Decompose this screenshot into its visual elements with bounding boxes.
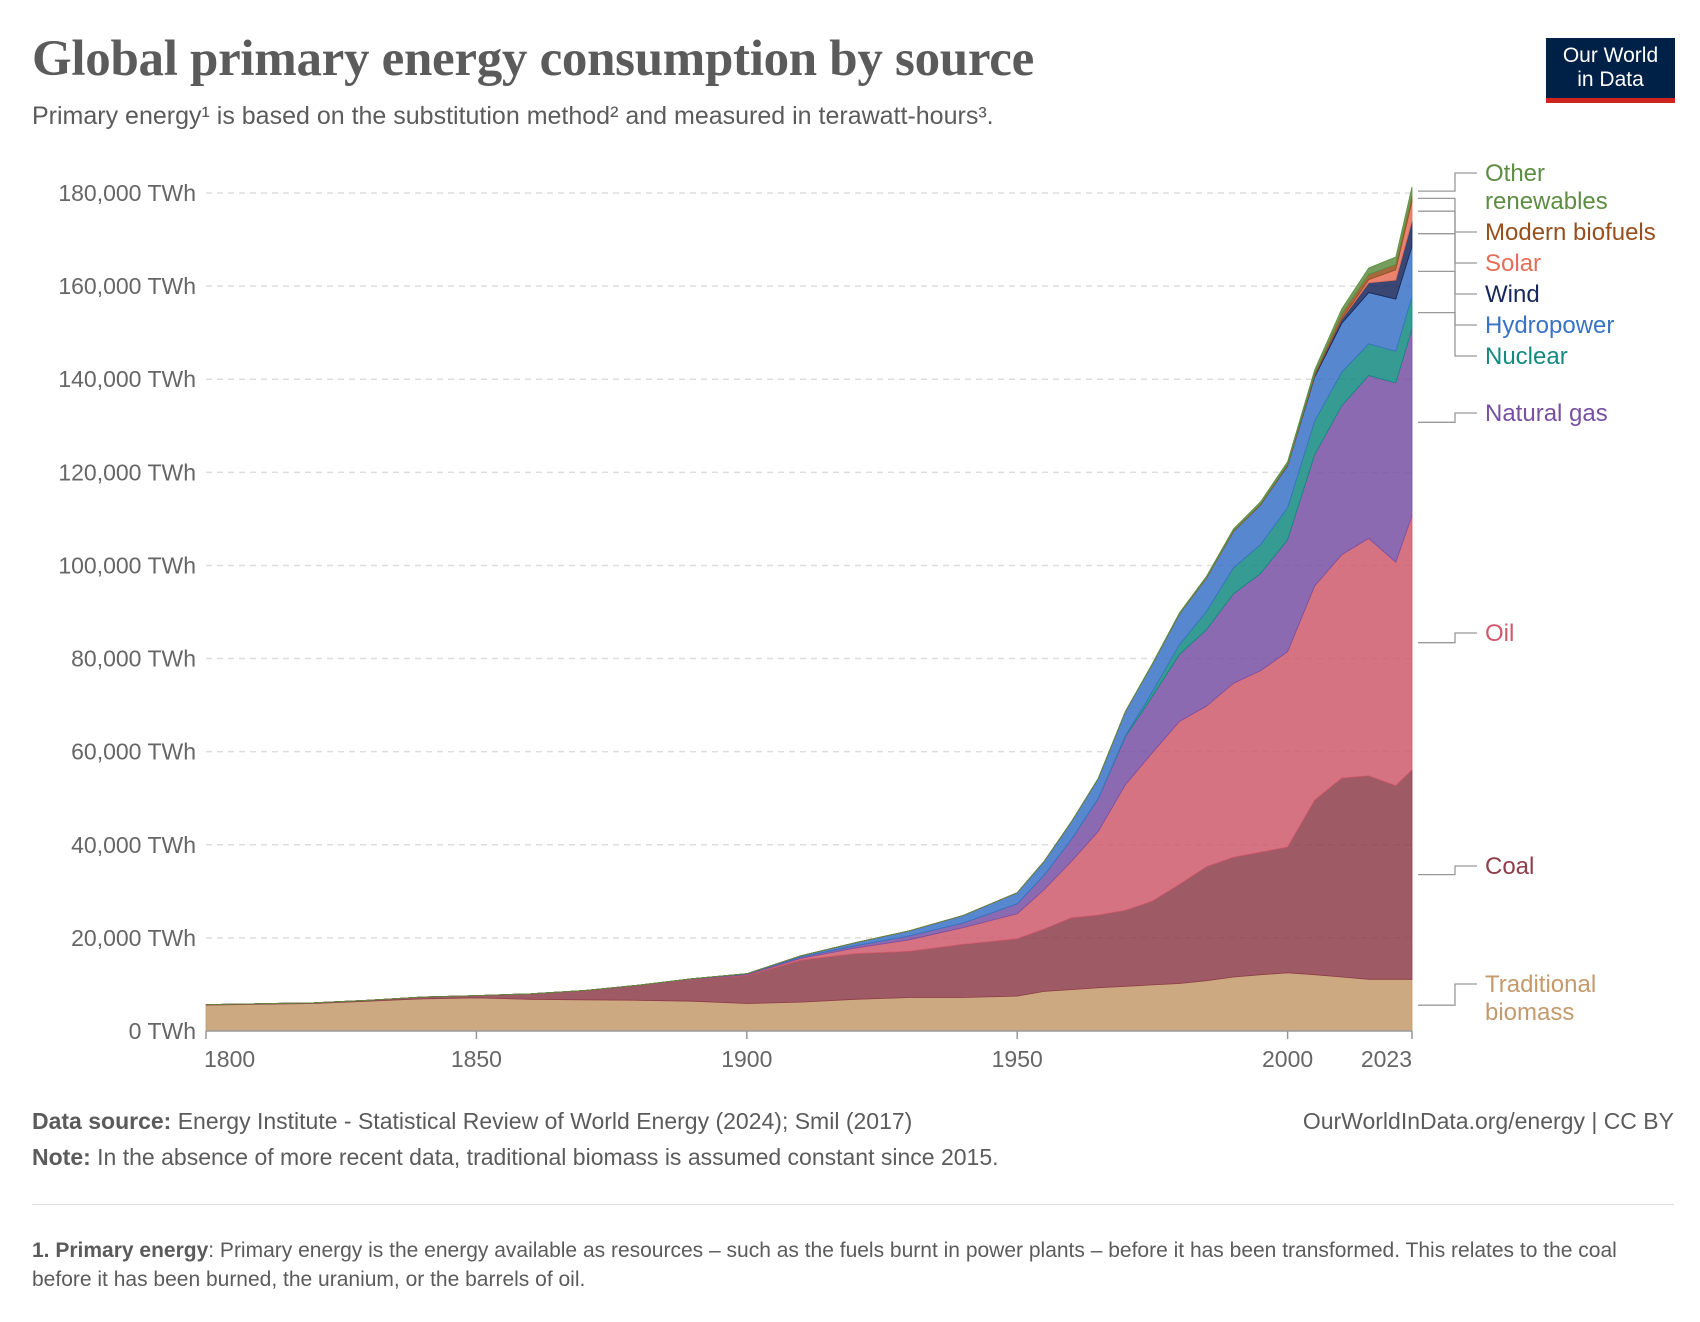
legend-connector <box>1418 210 1477 264</box>
logo-line-1: Our World <box>1562 44 1659 67</box>
footnote-divider <box>32 1204 1674 1205</box>
note-label: Note: <box>32 1144 91 1170</box>
legend-label: renewables <box>1485 188 1608 215</box>
x-tick-label: 1800 <box>204 1046 255 1072</box>
legend-label: Oil <box>1485 620 1514 647</box>
data-source: Data source: Energy Institute - Statisti… <box>32 1108 912 1135</box>
source-link[interactable]: OurWorldInData.org/energy | CC BY <box>1302 1108 1674 1134</box>
x-tick-label: 1950 <box>992 1046 1043 1072</box>
y-tick-label: 100,000 TWh <box>58 552 196 578</box>
legend-connector <box>1418 412 1477 423</box>
legend-connector <box>1418 233 1477 295</box>
note-text: In the absence of more recent data, trad… <box>90 1144 999 1170</box>
legend-label: Nuclear <box>1485 343 1568 370</box>
legend-label: Modern biofuels <box>1485 219 1656 246</box>
legend-connector <box>1418 270 1477 326</box>
legend-connector <box>1418 632 1477 644</box>
chart-title: Global primary energy consumption by sou… <box>32 31 1034 87</box>
area-series <box>205 186 1413 1032</box>
data-source-text: Energy Institute - Statistical Review of… <box>171 1108 913 1134</box>
legend-label: Natural gas <box>1485 400 1608 427</box>
y-tick-label: 180,000 TWh <box>58 180 196 206</box>
x-tick-label: 2000 <box>1262 1046 1313 1072</box>
chart-subtitle: Primary energy¹ is based on the substitu… <box>32 102 994 130</box>
y-tick-label: 20,000 TWh <box>71 925 196 951</box>
legend-label: Other <box>1485 160 1545 187</box>
x-tick-label: 1850 <box>451 1046 502 1072</box>
logo-line-2: in Data <box>1577 68 1644 91</box>
data-source-label: Data source: <box>32 1108 172 1134</box>
stacked-area-chart: 0 TWh 20,000 TWh 40,000 TWh 60,000 TWh 80,00… <box>58 160 1656 1072</box>
footnote-label: 1. Primary energy <box>32 1239 209 1262</box>
y-tick-label: 160,000 TWh <box>58 273 196 299</box>
y-tick-label: 60,000 TWh <box>71 739 196 765</box>
x-tick-label: 1900 <box>721 1046 772 1072</box>
y-axis-ticks: 0 TWh 20,000 TWh 40,000 TWh 60,000 TWh 80,00… <box>58 180 196 1044</box>
legend-label: Traditional <box>1485 971 1596 998</box>
legend-connector <box>1418 172 1477 192</box>
legend-connector <box>1418 983 1477 1006</box>
legend-connector <box>1418 311 1477 357</box>
legend-label: Coal <box>1485 853 1534 880</box>
owid-logo[interactable]: Our World in Data <box>1546 38 1675 103</box>
x-axis-ticks: 1800 1850 1900 1950 2000 2023 <box>204 1031 1413 1072</box>
legend-connector <box>1418 197 1477 233</box>
legend-label: Wind <box>1485 281 1540 308</box>
legend-connector <box>1418 865 1477 876</box>
legend-label: Solar <box>1485 250 1541 277</box>
footnote-text: : Primary energy is the energy available… <box>32 1239 1617 1291</box>
x-tick-label: 2023 <box>1361 1046 1412 1072</box>
note: Note: In the absence of more recent data… <box>32 1144 999 1171</box>
y-tick-label: 120,000 TWh <box>58 459 196 485</box>
y-tick-label: 140,000 TWh <box>58 366 196 392</box>
legend-label: Hydropower <box>1485 312 1614 339</box>
y-tick-label: 0 TWh <box>129 1018 196 1044</box>
y-tick-label: 80,000 TWh <box>71 646 196 672</box>
legend-label: biomass <box>1485 999 1574 1026</box>
area-other-renewables[interactable] <box>205 186 1413 1005</box>
y-tick-label: 40,000 TWh <box>71 832 196 858</box>
footnote: 1. Primary energy: Primary energy is the… <box>32 1236 1672 1294</box>
